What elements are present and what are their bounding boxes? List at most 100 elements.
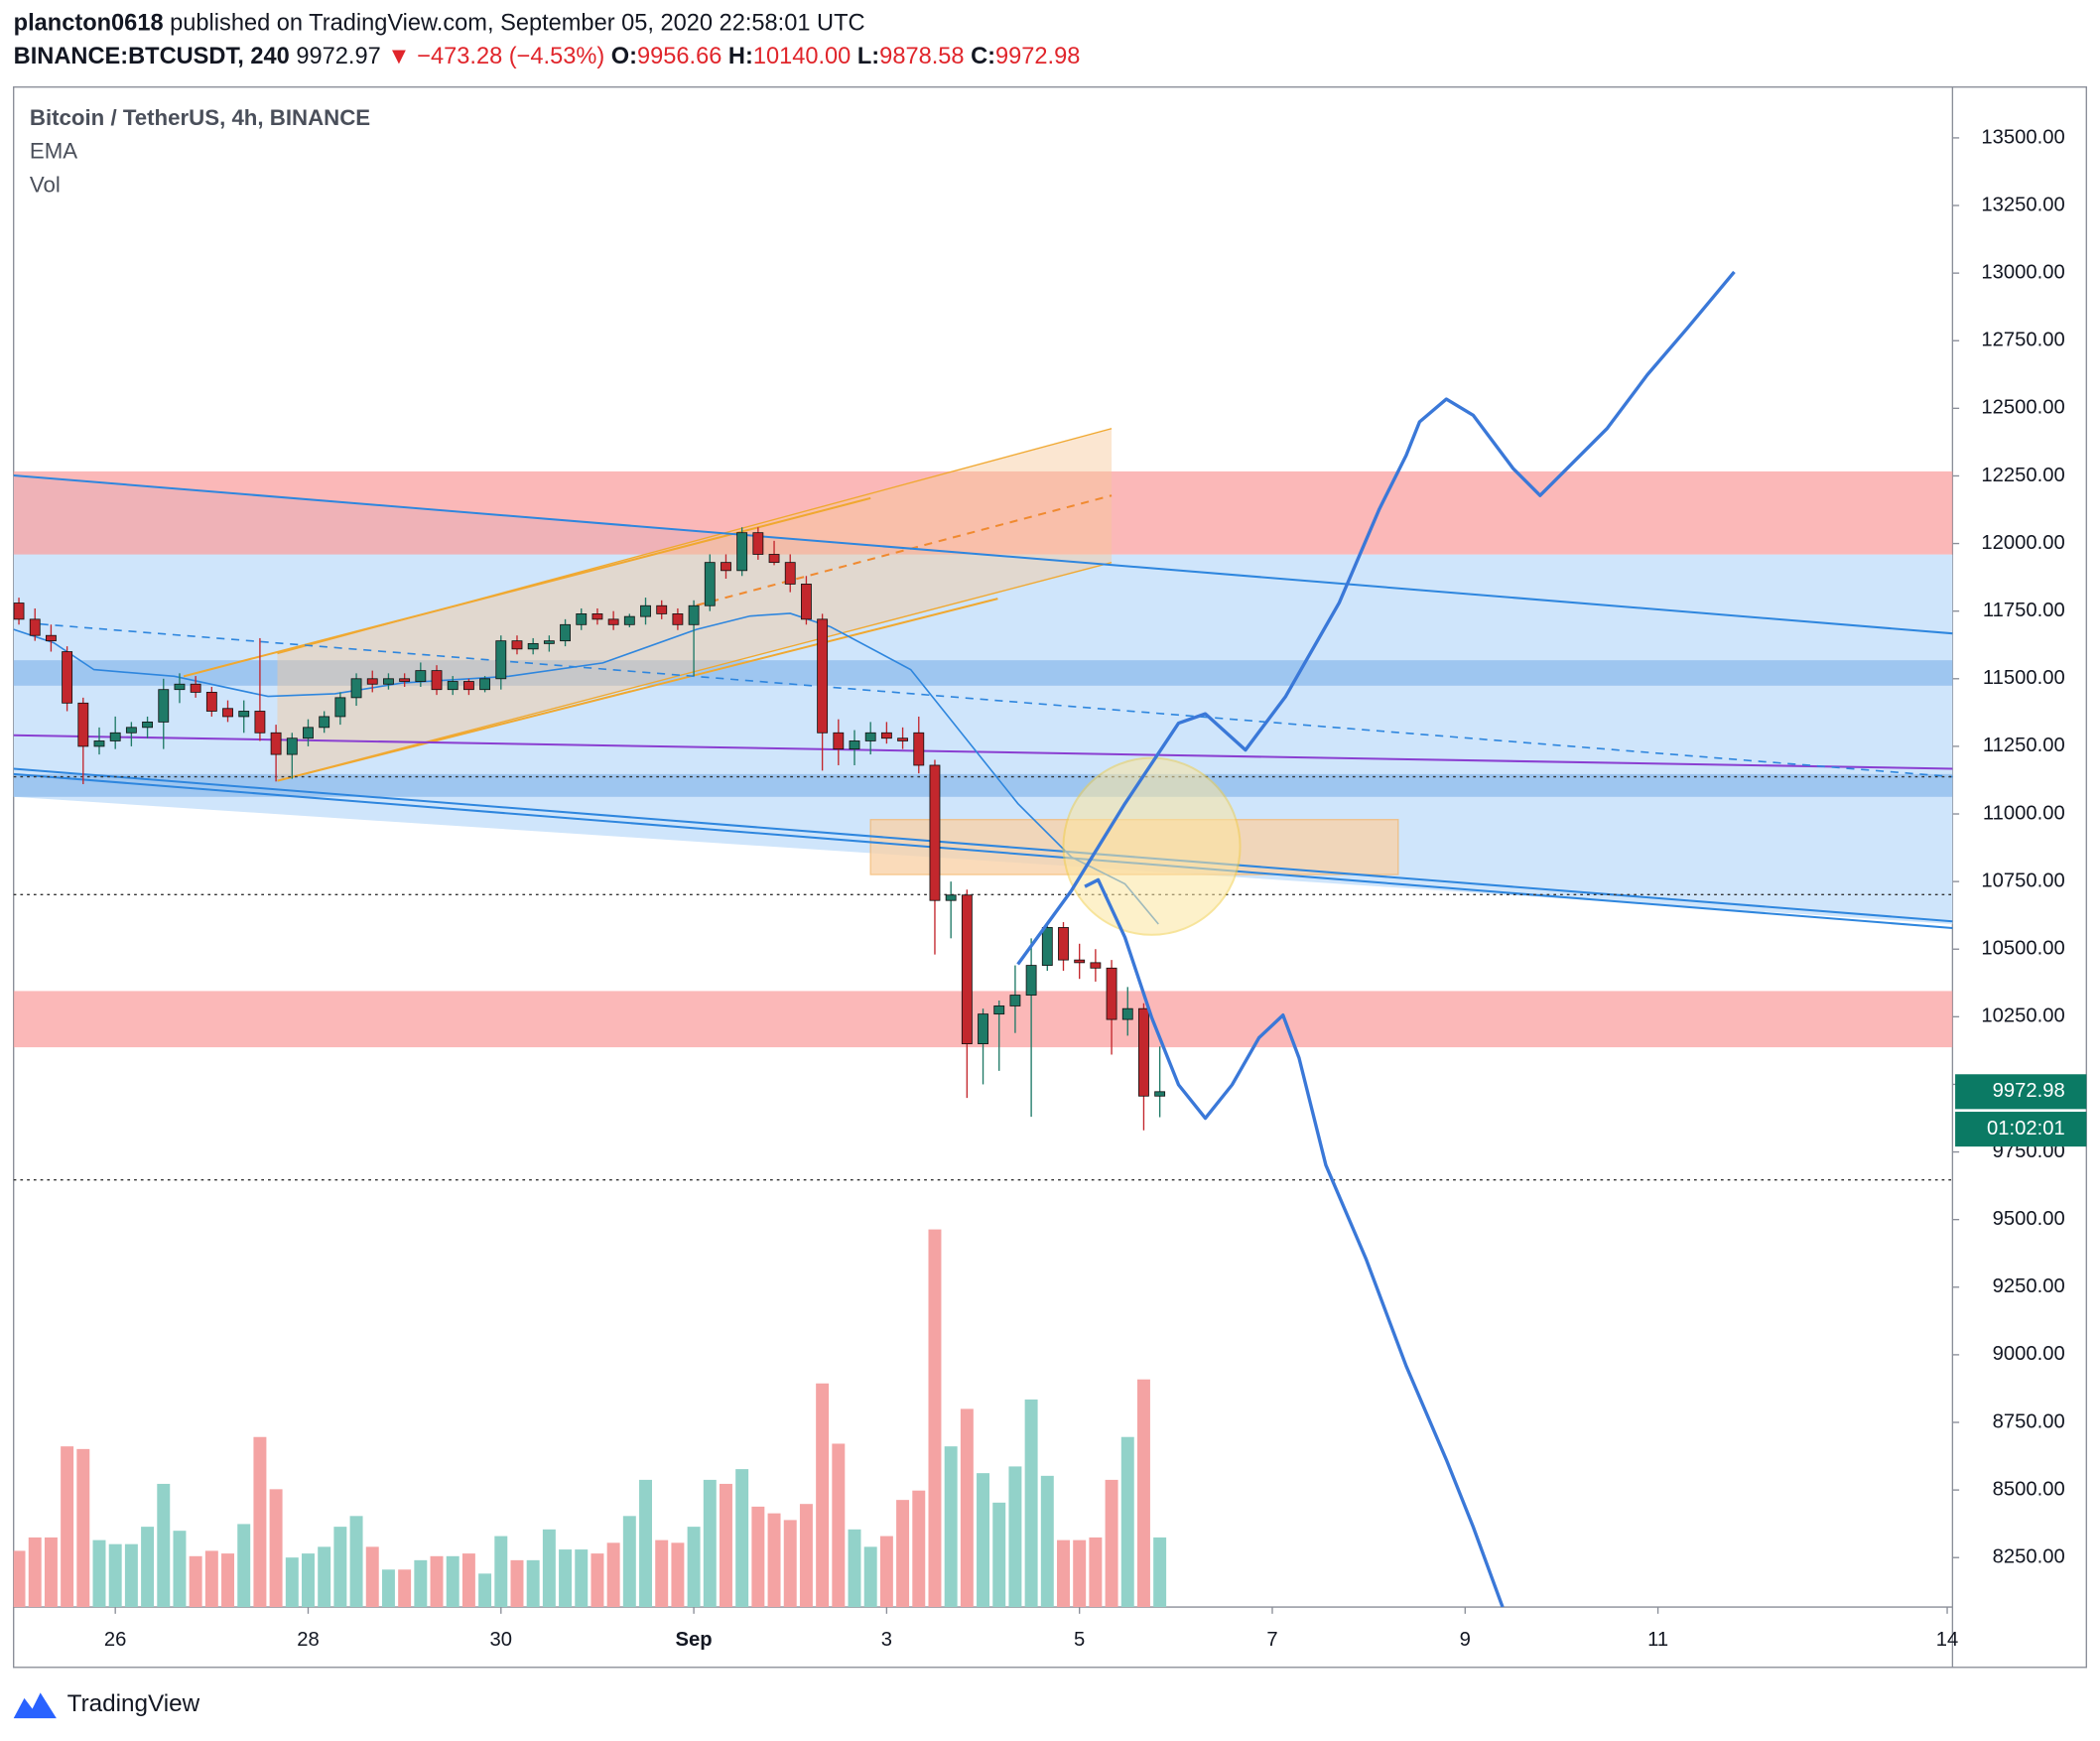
volume-bar [912, 1490, 926, 1608]
volume-bar [992, 1502, 1006, 1608]
candle-body [801, 584, 812, 620]
volume-bar [1040, 1475, 1054, 1608]
volume-bar [430, 1555, 444, 1608]
volume-bar [141, 1527, 155, 1608]
candle-body [929, 764, 941, 901]
l-label: L: [857, 44, 879, 69]
candle-body [190, 683, 201, 693]
candle-body [303, 727, 314, 739]
x-tick-label: 3 [881, 1629, 892, 1651]
volume-bar [414, 1559, 428, 1608]
volume-bar [622, 1516, 636, 1608]
volume-bar [687, 1527, 701, 1608]
candle-body [205, 692, 217, 712]
legend-title: Bitcoin / TetherUS, 4h, BINANCE [30, 105, 370, 130]
symbol: BINANCE:BTCUSDT, 240 [14, 44, 290, 69]
candle-body [623, 615, 635, 625]
resistance-zone [13, 470, 1953, 555]
candle-body [222, 708, 233, 718]
volume-bar [381, 1569, 395, 1608]
candle-body [721, 562, 731, 572]
candle-body [270, 732, 282, 755]
legend-vol: Vol [30, 172, 61, 197]
l: 9878.58 [879, 44, 964, 69]
axes: 13500.00 13250.00 13000.00 12750.00 12500.00… [104, 126, 2087, 1651]
candle-body [527, 642, 539, 650]
y-tick-label: 12750.00 [1981, 330, 2064, 351]
volume-bar [510, 1559, 524, 1608]
candle-body [431, 670, 443, 691]
y-tick-label: 13000.00 [1981, 261, 2064, 283]
o-label: O: [611, 44, 637, 69]
volume-bar [719, 1483, 732, 1608]
volume-bar [767, 1513, 781, 1608]
volume-bar [157, 1483, 171, 1608]
volume-bar [559, 1549, 573, 1608]
blue-band [13, 660, 1953, 686]
candle-body [897, 737, 909, 741]
candle-body [704, 562, 716, 606]
volume-bar [108, 1543, 122, 1608]
y-tick-label: 12250.00 [1981, 465, 2064, 486]
x-tick-label: 11 [1647, 1629, 1668, 1651]
volume-bar [591, 1553, 604, 1608]
candle-body [1121, 1007, 1133, 1020]
volume-bar [1008, 1466, 1022, 1608]
candle-body [640, 604, 651, 617]
volume-bar [189, 1555, 202, 1608]
y-tick-label: 11250.00 [1983, 735, 2065, 756]
candle-body [1009, 995, 1021, 1006]
c: 9972.98 [995, 44, 1080, 69]
ticker-line: BINANCE:BTCUSDT, 240 9972.97 ▼ −473.28 (… [14, 44, 1081, 69]
price-label: 9972.98 [1993, 1080, 2065, 1102]
logo-icon [13, 1692, 57, 1719]
candle-body [768, 554, 780, 564]
y-tick-label: 8250.00 [1993, 1546, 2065, 1568]
volume-bar [799, 1504, 813, 1608]
candle-body [591, 613, 603, 620]
purple-line [13, 734, 1953, 770]
volume-bar [253, 1436, 267, 1608]
volume-bar [944, 1446, 958, 1608]
trend-line [13, 772, 1953, 930]
c-label: C: [971, 44, 995, 69]
candle-body [415, 670, 427, 682]
volume-bar [526, 1559, 540, 1608]
volume-bar [44, 1537, 58, 1608]
volume-bar [575, 1549, 589, 1608]
volume-bar [446, 1555, 459, 1608]
volume-bar [1136, 1379, 1150, 1608]
trend-line [13, 473, 1953, 635]
candle-body [13, 603, 25, 620]
trend-line [13, 767, 1953, 923]
y-tick-label: 10500.00 [1981, 938, 2064, 960]
candle-body [286, 737, 298, 755]
volume-bar [928, 1229, 942, 1608]
o: 9956.66 [637, 44, 722, 69]
candle-body [849, 740, 860, 750]
candle-body [174, 683, 186, 691]
volume-bar [848, 1529, 861, 1608]
candle-body [560, 623, 571, 642]
brand: TradingView [67, 1690, 200, 1717]
volume-bar [349, 1516, 363, 1608]
timer-box [1955, 1112, 2087, 1147]
candle-body [495, 640, 507, 680]
volume-bar [173, 1531, 187, 1608]
x-tick-label: 7 [1266, 1629, 1277, 1651]
volume-bar [237, 1524, 251, 1608]
volume-bar [13, 1550, 26, 1608]
x-tick-label: 14 [1936, 1629, 1958, 1651]
candle-body [656, 604, 668, 614]
y-tick-label: 8750.00 [1993, 1410, 2065, 1432]
dashed-line [40, 622, 1953, 778]
volume-bar [863, 1546, 877, 1608]
candle-body [817, 618, 829, 734]
candle-body [366, 678, 378, 685]
candle-body [736, 532, 748, 572]
x-tick-label: 9 [1460, 1629, 1471, 1651]
volume-bar [1089, 1537, 1103, 1608]
arrow: ▼ [387, 44, 410, 69]
publish-info: published on TradingView.com, September … [170, 11, 864, 37]
